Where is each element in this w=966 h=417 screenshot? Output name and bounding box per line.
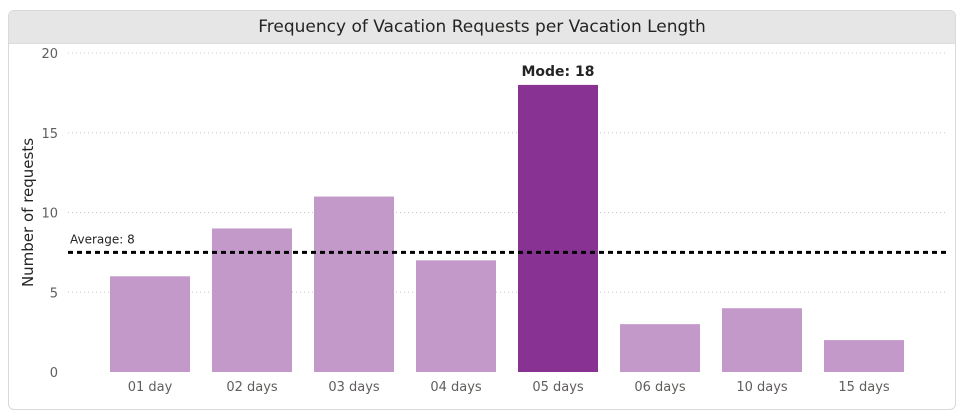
y-axis-label: Number of requests <box>19 138 37 287</box>
chart-title: Frequency of Vacation Requests per Vacat… <box>9 11 955 44</box>
x-tick-label: 03 days <box>328 380 380 395</box>
bar-04-days <box>416 260 496 372</box>
y-tick-label: 0 <box>50 366 58 381</box>
bar-02-days <box>212 228 292 372</box>
y-tick-label: 10 <box>41 207 58 222</box>
mode-label: Mode: 18 <box>521 64 594 80</box>
y-tick-label: 15 <box>41 127 58 142</box>
bar-10-days <box>722 308 802 372</box>
x-tick-label: 04 days <box>430 380 482 395</box>
bar-06-days <box>620 324 700 372</box>
x-tick-label: 10 days <box>736 380 788 395</box>
y-tick-label: 5 <box>50 286 58 301</box>
bar-01-day <box>110 276 190 372</box>
x-tick-label: 06 days <box>634 380 686 395</box>
bar-03-days <box>314 196 394 372</box>
x-tick-label: 05 days <box>532 380 584 395</box>
bar-05-days <box>518 84 598 373</box>
x-tick-label: 15 days <box>838 380 890 395</box>
bar-15-days <box>824 340 904 372</box>
x-tick-label: 01 day <box>128 380 173 395</box>
x-tick-label: 02 days <box>226 380 278 395</box>
y-tick-label: 20 <box>41 47 58 62</box>
average-label: Average: 8 <box>70 232 135 246</box>
